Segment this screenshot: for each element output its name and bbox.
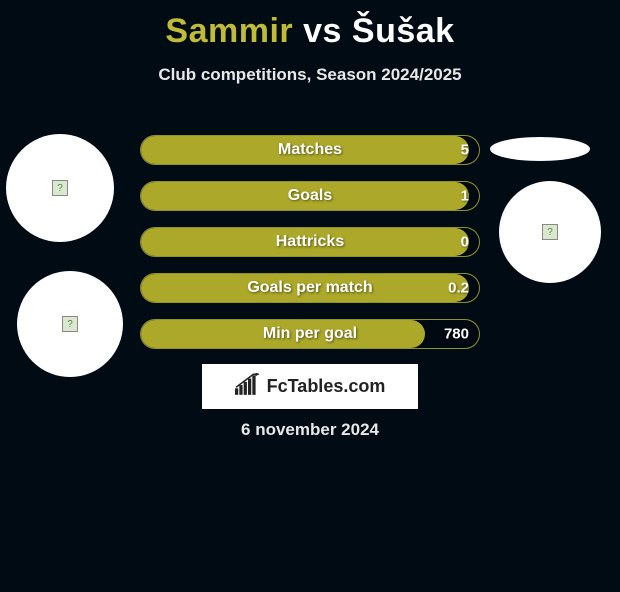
placeholder-icon: ? <box>52 180 68 196</box>
placeholder-icon: ? <box>542 224 558 240</box>
stat-value-right: 5 <box>461 142 469 159</box>
oval-right <box>490 137 590 161</box>
stat-label: Matches <box>141 141 479 159</box>
subtitle: Club competitions, Season 2024/2025 <box>0 65 620 85</box>
stat-value-right: 780 <box>444 326 469 343</box>
chart-icon <box>235 373 261 400</box>
placeholder-icon: ? <box>62 316 78 332</box>
title-player1: Sammir <box>165 12 293 50</box>
date-label: 6 november 2024 <box>0 420 620 440</box>
stat-row-goals: Goals 1 <box>140 181 480 211</box>
avatar-right-1: ? <box>499 181 601 283</box>
stat-row-matches: Matches 5 <box>140 135 480 165</box>
stats-panel: Matches 5 Goals 1 Hattricks 0 Goals per … <box>140 135 480 365</box>
title-vs: vs <box>303 12 342 50</box>
stat-label: Min per goal <box>141 325 479 343</box>
stat-value-right: 0 <box>461 234 469 251</box>
avatar-left-1: ? <box>6 134 114 242</box>
stat-row-goals-per-match: Goals per match 0.2 <box>140 273 480 303</box>
branding-badge: FcTables.com <box>202 364 418 409</box>
stat-value-right: 0.2 <box>448 280 469 297</box>
stat-label: Goals <box>141 187 479 205</box>
stat-value-right: 1 <box>461 188 469 205</box>
title-player2: Šušak <box>352 12 455 50</box>
avatar-left-2: ? <box>17 271 123 377</box>
stat-row-min-per-goal: Min per goal 780 <box>140 319 480 349</box>
branding-text: FcTables.com <box>267 376 386 397</box>
page-title: Sammir vs Šušak <box>0 12 620 51</box>
stat-label: Goals per match <box>141 279 479 297</box>
stat-row-hattricks: Hattricks 0 <box>140 227 480 257</box>
stat-label: Hattricks <box>141 233 479 251</box>
